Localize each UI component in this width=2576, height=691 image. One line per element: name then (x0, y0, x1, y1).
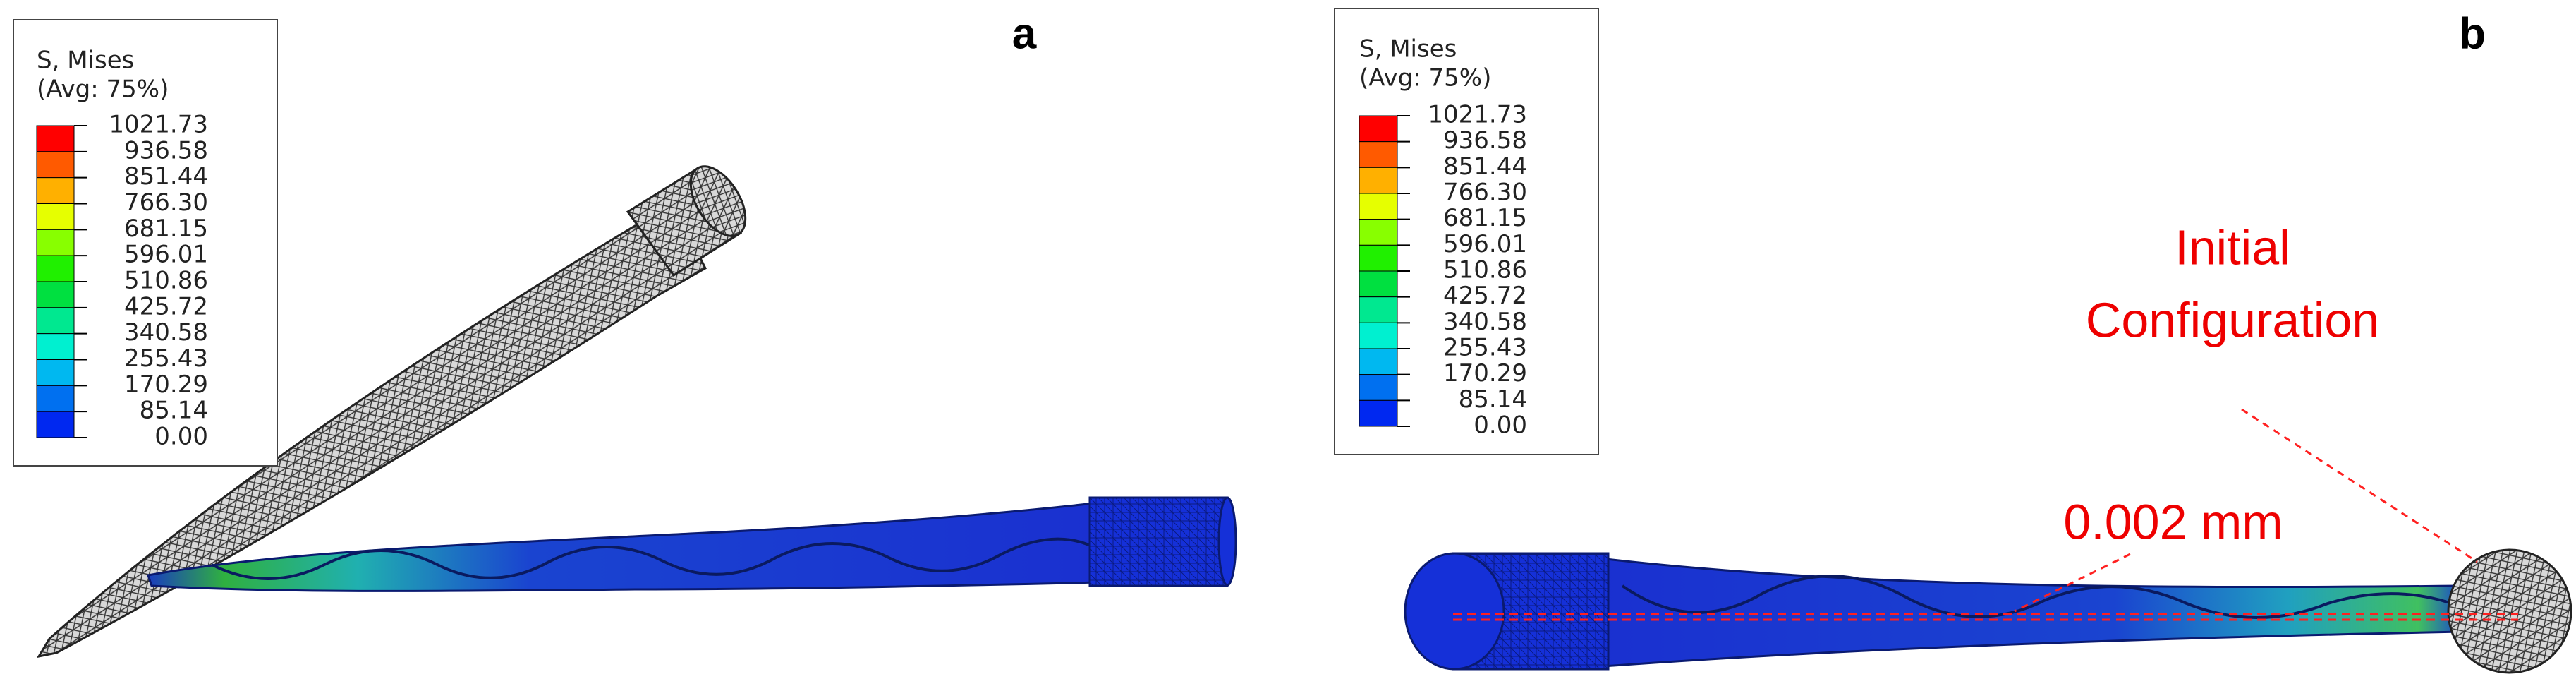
color-band (1359, 193, 1398, 220)
legend-label: 340.58 (1443, 308, 1527, 336)
color-band (1359, 348, 1398, 375)
color-band (1359, 115, 1398, 143)
color-band (1359, 167, 1398, 194)
legend-label: 766.30 (1443, 179, 1527, 207)
color-band (36, 151, 75, 179)
color-band (36, 125, 75, 152)
legend-label: 0.00 (154, 423, 208, 451)
color-band (1359, 141, 1398, 168)
legend-label: 681.15 (124, 215, 208, 243)
legend-label: 766.30 (124, 188, 208, 217)
legend-label: 425.72 (124, 292, 208, 320)
deformed-drill (147, 496, 1237, 592)
color-band (1359, 296, 1398, 323)
color-band (1359, 219, 1398, 246)
drill-b (1404, 408, 2572, 674)
color-band (36, 359, 75, 386)
legend-label: 170.29 (124, 371, 208, 399)
color-band (1359, 244, 1398, 272)
annotation: Initial (2175, 220, 2290, 275)
panel-label: a (1012, 9, 1037, 58)
legend-label: 255.43 (1443, 334, 1527, 362)
legend-label: 596.01 (1443, 230, 1527, 258)
legend-label: 425.72 (1443, 282, 1527, 310)
legend-subtitle: (Avg: 75%) (37, 76, 169, 104)
color-band (36, 229, 75, 256)
legend-label: 0.00 (1474, 411, 1527, 440)
legend-label: 510.86 (124, 267, 208, 295)
legend-label: 340.58 (124, 318, 208, 347)
color-band (36, 411, 75, 438)
legend-title: S, Mises (37, 47, 134, 75)
color-band (36, 333, 75, 360)
color-band (1359, 270, 1398, 298)
color-band (36, 281, 75, 308)
legend-label: 1021.73 (1428, 101, 1527, 129)
legend-label: 170.29 (1443, 359, 1527, 387)
legend-label: 681.15 (1443, 204, 1527, 232)
legend-subtitle: (Avg: 75%) (1359, 64, 1491, 92)
legend-title: S, Mises (1359, 35, 1457, 64)
color-band (1359, 374, 1398, 401)
legend-label: 85.14 (140, 397, 208, 425)
color-band (1359, 399, 1398, 427)
annotation: 0.002 mm (2063, 494, 2283, 549)
annotation: Configuration (2086, 292, 2379, 347)
color-band (1359, 322, 1398, 349)
color-band (36, 203, 75, 230)
legend-label: 255.43 (124, 344, 208, 373)
legend-label: 936.58 (124, 136, 208, 164)
color-band (36, 385, 75, 412)
legend-label: 1021.73 (109, 111, 208, 139)
undeformed-drill (36, 165, 747, 659)
color-band (36, 255, 75, 282)
legend-label: 851.44 (124, 162, 208, 191)
legend-label: 85.14 (1459, 385, 1527, 414)
color-band (36, 307, 75, 335)
legend-label: 510.86 (1443, 256, 1527, 284)
panel-label: b (2459, 9, 2486, 58)
legend-label: 851.44 (1443, 152, 1527, 181)
color-band (36, 177, 75, 205)
legend-label: 936.58 (1443, 126, 1527, 155)
legend-label: 596.01 (124, 241, 208, 269)
